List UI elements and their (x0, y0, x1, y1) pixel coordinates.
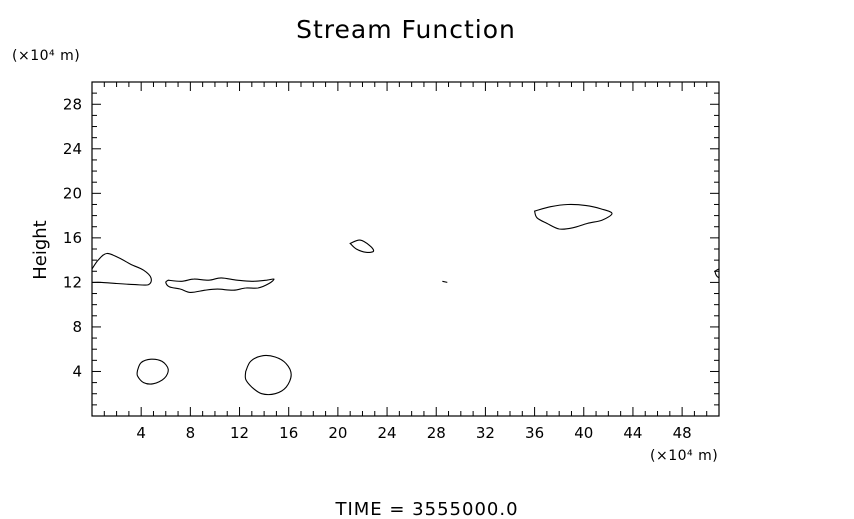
contour-left-12 (91, 252, 152, 286)
x-tick-label: 48 (673, 424, 692, 442)
contour-small-22 (349, 239, 375, 254)
y-axis-label: Height (30, 220, 51, 280)
x-tick-label: 36 (525, 424, 544, 442)
x-tick-label: 44 (623, 424, 642, 442)
y-tick-label: 20 (63, 184, 82, 202)
y-tick-label: 28 (63, 95, 82, 113)
x-tick-label: 40 (574, 424, 593, 442)
contour-lobe-12 (165, 277, 275, 293)
contour-lines (91, 203, 720, 396)
y-tick-label: 16 (63, 229, 82, 247)
axis-ticks (92, 82, 719, 416)
x-axis-unit: (×10⁴ m) (650, 448, 718, 464)
x-tick-label: 16 (279, 424, 298, 442)
y-axis-unit: (×10⁴ m) (12, 48, 80, 64)
x-tick-label: 32 (476, 424, 495, 442)
contour-right-edge (714, 268, 720, 279)
x-tick-label: 4 (136, 424, 146, 442)
y-tick-label: 12 (63, 273, 82, 291)
contour-large-39 (533, 203, 613, 230)
x-tick-label: 8 (186, 424, 196, 442)
y-tick-label: 4 (72, 362, 82, 380)
plot-frame (91, 81, 720, 417)
contour-dash-28 (442, 280, 448, 283)
contour-circle-14 (244, 355, 292, 396)
x-tick-label: 20 (328, 424, 347, 442)
y-tick-label: 24 (63, 140, 82, 158)
x-tick-label: 12 (230, 424, 249, 442)
chart-title: Stream Function (296, 15, 516, 44)
x-tick-label: 24 (378, 424, 397, 442)
time-label: TIME = 3555000.0 (334, 499, 518, 519)
contour-circle-5 (136, 358, 169, 385)
x-tick-label: 28 (427, 424, 446, 442)
y-tick-label: 8 (72, 318, 82, 336)
